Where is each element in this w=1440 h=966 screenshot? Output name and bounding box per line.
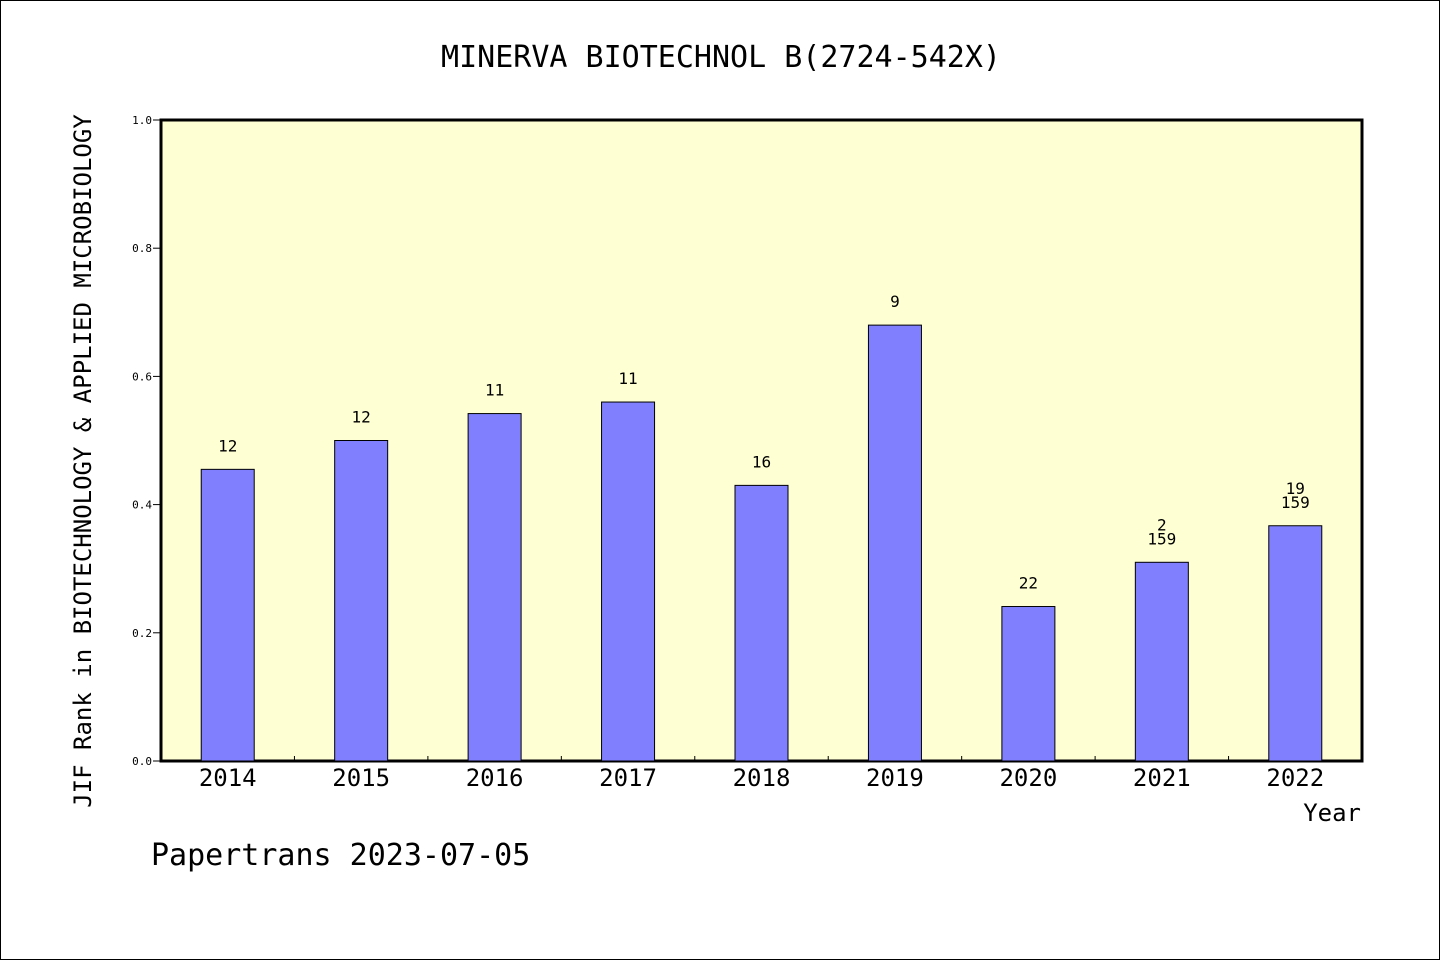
x-tick-label: 2014 (199, 764, 257, 792)
bar-data-label: 12 (352, 408, 371, 427)
x-tick-label: 2018 (733, 764, 791, 792)
bar-2014 (200, 468, 255, 762)
bar-2021 (1134, 561, 1189, 762)
bar-2019 (867, 324, 922, 762)
bar-2020 (1001, 606, 1056, 762)
bar-2017 (601, 401, 656, 762)
x-tick-label: 2016 (466, 764, 524, 792)
y-axis-label: JIF Rank in BIOTECHNOLOGY & APPLIED MICR… (69, 114, 97, 808)
y-tick-label: 0.2 (132, 627, 152, 640)
y-tick-label: 1.0 (132, 114, 152, 127)
footer-text: Papertrans 2023-07-05 (151, 838, 530, 873)
bar-data-label: 159 (1281, 493, 1310, 512)
y-tick-label: 0.6 (132, 370, 152, 383)
bar-data-label: 11 (618, 369, 637, 388)
bar-data-label: 22 (1019, 574, 1038, 593)
bar-data-label: 159 (1147, 529, 1176, 548)
y-tick-label: 0.0 (132, 755, 152, 768)
bar-data-label: 12 (218, 436, 237, 455)
x-tick-label: 2021 (1133, 764, 1191, 792)
x-tick-label: 2020 (999, 764, 1057, 792)
bar-2022 (1268, 525, 1323, 762)
bar-2018 (734, 484, 789, 762)
y-tick-label: 0.4 (132, 499, 152, 512)
chart-title: MINERVA BIOTECHNOL B(2724-542X) (441, 40, 1001, 75)
bar-data-label: 9 (890, 292, 900, 311)
x-tick-label: 2022 (1266, 764, 1324, 792)
x-tick-label: 2015 (332, 764, 390, 792)
axis-ticks: 0.0 0.2 0.4 0.6 0.8 1.0 2014 2015 2016 2017 2018 20… (132, 114, 1324, 792)
y-tick-label: 0.8 (132, 242, 152, 255)
x-tick-label: 2019 (866, 764, 924, 792)
bar-2015 (334, 440, 389, 762)
bar-data-label: 11 (485, 381, 504, 400)
bar-data-label: 19 (1286, 479, 1305, 498)
bar-2016 (467, 413, 522, 762)
bar-data-label: 2 (1157, 515, 1167, 534)
x-axis-label: Year (1303, 799, 1361, 827)
bar-data-label: 16 (752, 452, 771, 471)
x-tick-label: 2017 (599, 764, 657, 792)
